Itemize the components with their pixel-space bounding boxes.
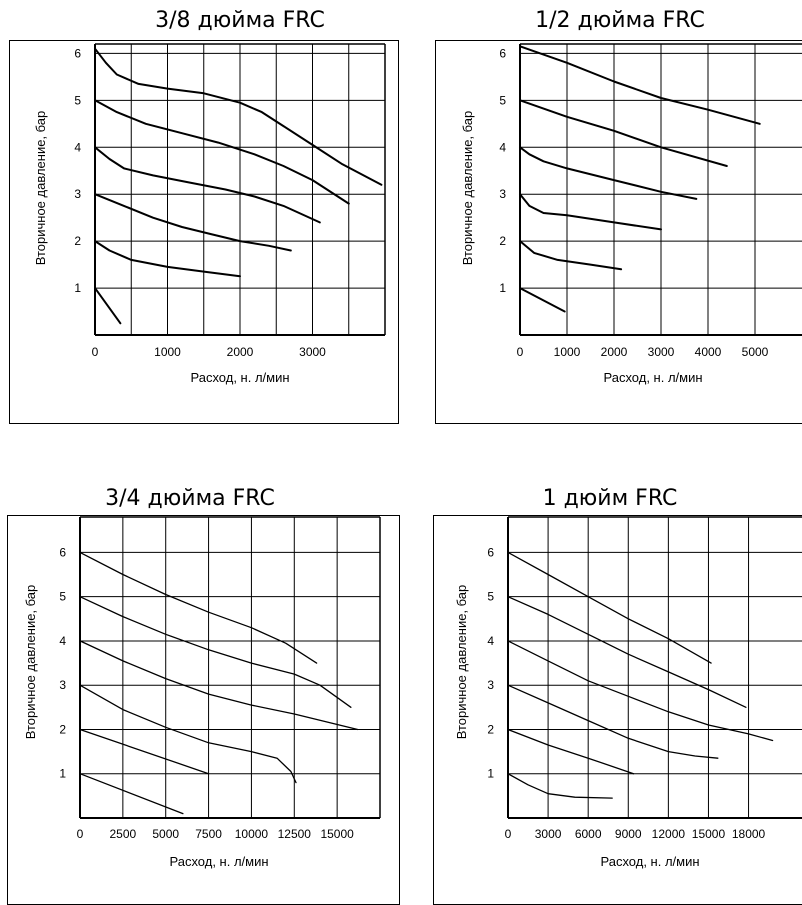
- y-tick-label: 1: [59, 767, 66, 781]
- chart-plot: 1 2 3 4 5 6 0 1000 2000 3000 Расход, н. л/мин Втори…: [33, 43, 386, 385]
- y-tick-label: 1: [74, 281, 81, 295]
- x-tick-label: 4000: [695, 345, 722, 359]
- y-tick-label: 4: [487, 634, 494, 648]
- series-line-4: [519, 193, 662, 231]
- x-tick-label: 0: [77, 827, 84, 841]
- chart-3-8-inch-frc: 3/8 дюйма FRC 1 2 3 4 5 6 0 1000 2000 3000 Расход,…: [0, 0, 400, 440]
- chart-plot: 1 2 3 4 5 6 0 3000 6000 9000 12000 15000 18000 Расход…: [454, 516, 802, 869]
- series-line-4: [94, 193, 292, 252]
- y-tick-label: 1: [487, 767, 494, 781]
- y-tick-label: 2: [487, 722, 494, 736]
- x-tick-label: 5000: [152, 827, 179, 841]
- x-tick-label: 9000: [615, 827, 642, 841]
- series-line-5: [94, 240, 241, 278]
- x-tick-label: 12000: [652, 827, 686, 841]
- y-tick-label: 4: [74, 140, 81, 154]
- series-line-1: [79, 551, 318, 664]
- series-line-6: [94, 287, 122, 325]
- y-tick-label: 5: [74, 93, 81, 107]
- series-line-5: [79, 728, 210, 775]
- chart-frame: [435, 40, 802, 424]
- series-line-5: [507, 728, 635, 775]
- x-tick-label: 3000: [648, 345, 675, 359]
- series-line-2: [94, 99, 350, 205]
- x-tick-label: 2500: [110, 827, 137, 841]
- x-tick-label: 18000: [732, 827, 766, 841]
- chart-1-inch-frc: 1 дюйм FRC 1 2 3 4 5 6 0 3000 6000 9000 12000 15000…: [400, 440, 802, 905]
- y-tick-label: 3: [74, 187, 81, 201]
- series-line-4: [507, 684, 719, 759]
- x-tick-label: 0: [92, 345, 99, 359]
- x-tick-label: 15000: [320, 827, 354, 841]
- x-tick-label: 15000: [692, 827, 726, 841]
- series-line-2: [79, 596, 352, 708]
- series-line-6: [519, 287, 566, 313]
- x-tick-label: 3000: [299, 345, 326, 359]
- chart-plot: 1 2 3 4 5 6 0 1000 2000 3000 4000 5000 Расход, н. л/…: [460, 43, 802, 385]
- y-tick-label: 3: [487, 678, 494, 692]
- x-tick-label: 2000: [227, 345, 254, 359]
- y-tick-label: 2: [59, 722, 66, 736]
- x-tick-label: 10000: [235, 827, 269, 841]
- series-line-1: [507, 551, 712, 664]
- y-tick-label: 2: [74, 234, 81, 248]
- x-axis-label: Расход, н. л/мин: [190, 370, 289, 385]
- chart-frame: [9, 40, 399, 424]
- series-line-3: [94, 146, 321, 224]
- series-line-5: [519, 240, 623, 271]
- x-tick-label: 7500: [195, 827, 222, 841]
- chart-1-2-inch-frc: 1/2 дюйма FRC 1 2 3 4 5 6 0 1000 2000 3000 4000 500…: [400, 0, 802, 440]
- y-tick-label: 6: [499, 46, 506, 60]
- series-line-2: [507, 596, 747, 708]
- x-tick-label: 1000: [554, 345, 581, 359]
- chart-title: 3/4 дюйма FRC: [105, 486, 275, 511]
- y-tick-label: 4: [59, 634, 66, 648]
- series-line-3: [79, 640, 359, 731]
- y-tick-label: 3: [59, 678, 66, 692]
- series-line-6: [79, 773, 184, 815]
- x-tick-label: 12500: [278, 827, 312, 841]
- chart-plot: 1 2 3 4 5 6 0 2500 5000 7500 10000 12500 15000 Расход…: [23, 516, 381, 869]
- chart-3-4-inch-frc: 3/4 дюйма FRC 1 2 3 4 5 6 0 2500 5000 7500 10000 12…: [0, 440, 400, 905]
- y-axis-label: Вторичное давление, бар: [23, 585, 38, 740]
- x-tick-label: 2000: [601, 345, 628, 359]
- x-tick-label: 5000: [742, 345, 769, 359]
- y-tick-label: 3: [499, 187, 506, 201]
- y-tick-label: 5: [487, 590, 494, 604]
- series-line-1: [519, 45, 761, 125]
- x-tick-label: 1000: [154, 345, 181, 359]
- y-tick-label: 1: [499, 281, 506, 295]
- x-axis-label: Расход, н. л/мин: [603, 370, 702, 385]
- series-line-3: [519, 146, 698, 200]
- series-line-1: [94, 47, 383, 186]
- y-tick-label: 6: [487, 545, 494, 559]
- y-tick-label: 6: [59, 545, 66, 559]
- x-tick-label: 6000: [575, 827, 602, 841]
- x-axis-label: Расход, н. л/мин: [169, 854, 268, 869]
- y-tick-label: 5: [499, 93, 506, 107]
- x-tick-label: 3000: [535, 827, 562, 841]
- y-tick-label: 4: [499, 140, 506, 154]
- y-axis-label: Вторичное давление, бар: [33, 111, 48, 266]
- chart-title: 1 дюйм FRC: [542, 486, 678, 511]
- x-axis-label: Расход, н. л/мин: [600, 854, 699, 869]
- y-axis-label: Вторичное давление, бар: [454, 585, 469, 740]
- y-axis-label: Вторичное давление, бар: [460, 111, 475, 266]
- y-tick-label: 5: [59, 590, 66, 604]
- y-tick-label: 2: [499, 234, 506, 248]
- series-line-2: [519, 99, 728, 167]
- x-tick-label: 0: [505, 827, 512, 841]
- chart-title: 1/2 дюйма FRC: [535, 8, 705, 33]
- x-tick-label: 0: [517, 345, 524, 359]
- chart-title: 3/8 дюйма FRC: [155, 8, 325, 33]
- series-line-4: [79, 684, 297, 784]
- y-tick-label: 6: [74, 46, 81, 60]
- series-line-3: [507, 640, 774, 742]
- series-line-6: [507, 773, 613, 799]
